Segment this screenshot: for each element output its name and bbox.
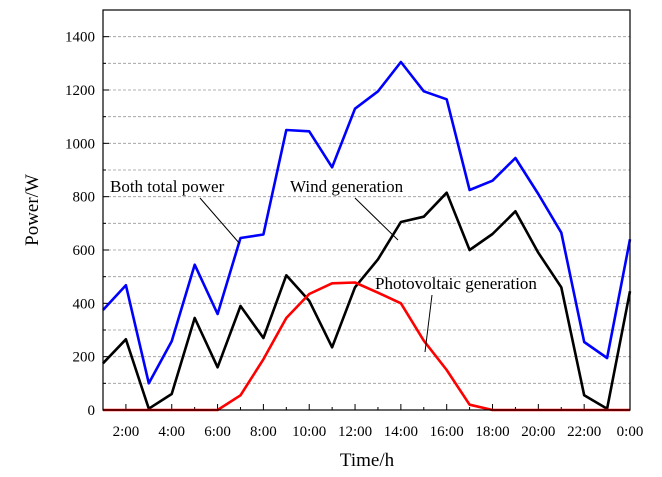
series-annotation: Both total power: [110, 177, 225, 196]
annotation-leader: [354, 197, 399, 241]
y-tick-label: 1200: [65, 83, 95, 99]
x-tick-label: 16:00: [430, 424, 464, 440]
y-tick-label: 200: [73, 350, 96, 366]
y-tick-label: 800: [73, 190, 96, 206]
x-tick-label: 20:00: [521, 424, 555, 440]
plot-frame: [102, 9, 631, 411]
series-annotation: Wind generation: [290, 177, 404, 196]
x-tick-label: 12:00: [338, 424, 372, 440]
series-line: [102, 191, 632, 410]
y-tick-label: 0: [88, 403, 96, 419]
y-tick-label: 400: [73, 296, 96, 312]
annotation-leader: [199, 197, 241, 245]
x-tick-label: 4:00: [158, 424, 185, 440]
series-line: [102, 60, 632, 385]
series-annotation: Photovoltaic generation: [375, 274, 537, 293]
y-tick-label: 1000: [65, 136, 95, 152]
y-axis-label: Power/W: [22, 174, 43, 246]
x-tick-label: 8:00: [250, 424, 277, 440]
x-tick-label: 0:00: [617, 424, 644, 440]
x-tick-label: 10:00: [292, 424, 326, 440]
series-line: [103, 281, 630, 412]
x-tick-label: 2:00: [113, 424, 140, 440]
y-tick-label: 1400: [65, 30, 95, 46]
y-tick-label: 600: [73, 243, 96, 259]
x-tick-label: 14:00: [384, 424, 418, 440]
annotation-leader: [424, 294, 433, 353]
x-tick-label: 6:00: [204, 424, 231, 440]
x-tick-label: 18:00: [475, 424, 509, 440]
x-axis-label: Time/h: [340, 450, 395, 471]
x-tick-label: 22:00: [567, 424, 601, 440]
